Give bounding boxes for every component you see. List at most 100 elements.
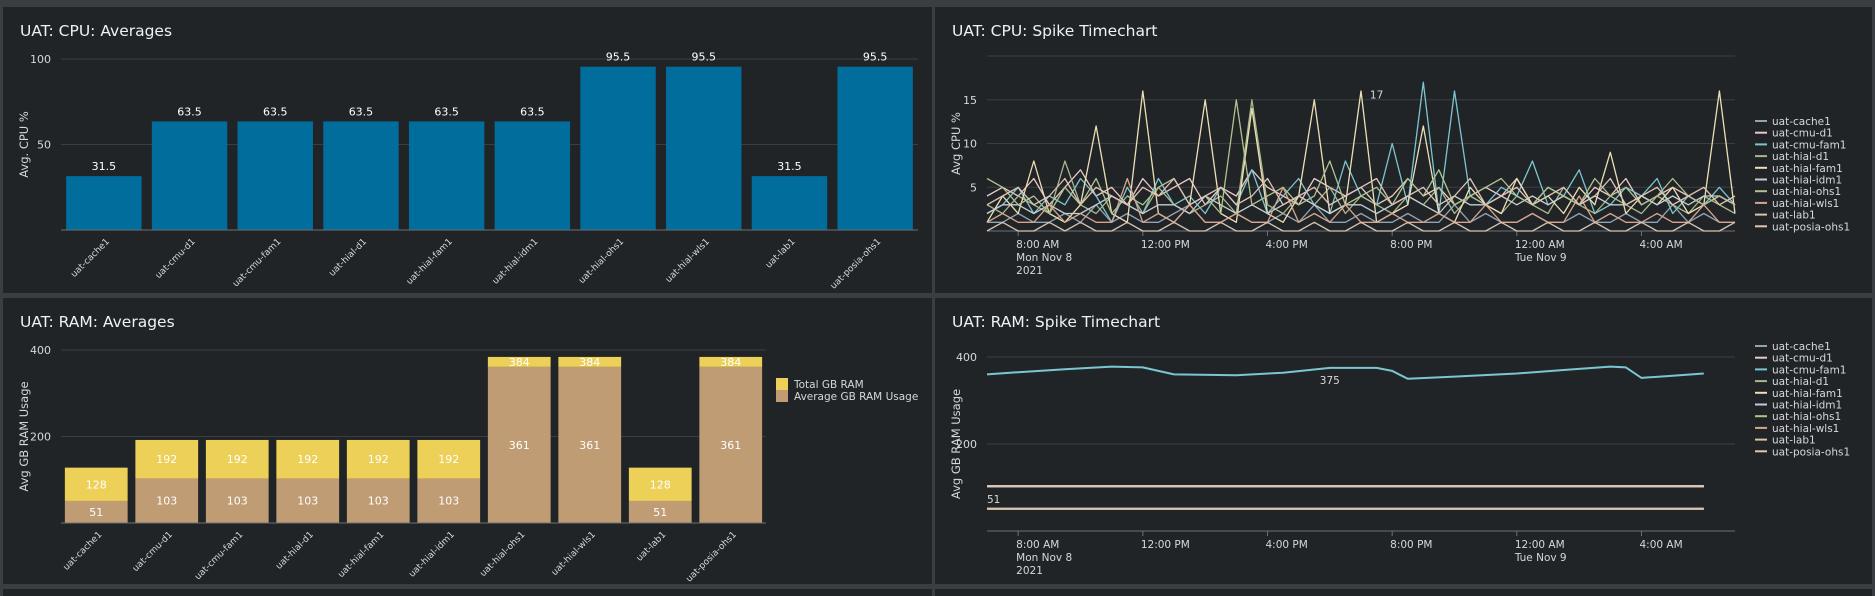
x-tick-label: uat-hial-d1	[274, 530, 316, 572]
x-tick-label: uat-lab1	[635, 530, 669, 564]
bar-value-label: 192	[297, 453, 318, 466]
x-tick-label: 12:00 PM	[1141, 239, 1190, 251]
series-line	[986, 99, 1736, 215]
bar-value-label: 103	[438, 495, 459, 508]
y-tick-label: 200	[956, 438, 977, 451]
y-axis-label: Avg GB RAM Usage	[17, 381, 31, 491]
bar-value-label: 128	[86, 478, 107, 491]
ram-avg-bar	[487, 366, 551, 523]
panel-partial-right	[935, 589, 1872, 596]
cpu-bar	[580, 66, 656, 230]
x-tick-label: 8:00 PM	[1390, 539, 1432, 551]
ram-averages-chart: 200 400 Avg GB RAM Usage 128 51 uat-cache1 192…	[17, 344, 918, 584]
legend-label: uat-posia-ohs1	[1772, 446, 1850, 458]
ram-avg-bar	[346, 478, 410, 523]
bar-value-label: 103	[227, 495, 248, 508]
bar-value-label: 31.5	[777, 160, 802, 173]
legend-label: uat-hial-wls1	[1772, 198, 1839, 210]
x-tick-label: Mon Nov 8	[1016, 252, 1072, 264]
bar-value-label: 63.5	[177, 105, 202, 118]
bar-value-label: 103	[156, 495, 177, 508]
annotation-label: 375	[1320, 375, 1340, 387]
bar-value-label: 63.5	[520, 105, 545, 118]
x-tick-label: uat-hial-fam1	[336, 530, 386, 580]
panel-title: UAT: RAM: Spike Timechart	[952, 313, 1161, 331]
x-tick-label: 12:00 AM	[1515, 239, 1565, 251]
legend-label: uat-lab1	[1772, 435, 1816, 447]
legend-label: uat-hial-idm1	[1772, 400, 1842, 412]
panel-title: UAT: RAM: Averages	[20, 313, 175, 331]
bar-value-label: 384	[720, 356, 741, 369]
ram-total-bar	[135, 439, 199, 479]
panel-ram-spike-timechart: UAT: RAM: Spike Timechart 200 400 Avg GB R…	[935, 298, 1872, 584]
ram-total-bar	[346, 439, 410, 479]
ram-avg-bar	[417, 478, 481, 523]
x-tick-label: 4:00 AM	[1640, 539, 1683, 551]
panel-cpu-spike-timechart: UAT: CPU: Spike Timechart 5 10 15 20 Avg CPU…	[935, 7, 1872, 293]
y-tick-label: 200	[30, 431, 51, 444]
x-tick-label: uat-cmu-d1	[131, 530, 175, 574]
series-line	[986, 177, 1736, 206]
cpu-bar	[494, 121, 571, 230]
ram-avg-bar	[628, 500, 692, 523]
ram-avg-bar	[205, 478, 269, 523]
x-tick-label: uat-hial-ohs1	[478, 530, 527, 579]
x-tick-label: uat-posia-ohs1	[829, 237, 883, 291]
bar-value-label: 361	[509, 439, 530, 452]
bar-value-label: 384	[509, 356, 530, 369]
panel-title: UAT: CPU: Averages	[20, 22, 173, 40]
legend-label: Average GB RAM Usage	[794, 391, 918, 403]
ram-total-bar	[276, 439, 340, 479]
bar-value-label: 63.5	[263, 105, 288, 118]
cpu-bar	[837, 66, 913, 230]
ram-total-bar	[558, 356, 622, 367]
ram-total-bar	[417, 439, 481, 479]
ram-avg-bar	[276, 478, 340, 523]
x-tick-label: 12:00 PM	[1141, 539, 1190, 551]
x-tick-label: uat-hial-idm1	[407, 530, 457, 580]
bar-value-label: 63.5	[434, 105, 459, 118]
x-tick-label: 2021	[1016, 565, 1043, 577]
cpu-bar	[323, 121, 399, 230]
x-tick-label: uat-cache1	[69, 237, 112, 280]
cpu-bar	[751, 176, 828, 230]
x-tick-label: uat-hial-fam1	[405, 237, 455, 287]
ram-total-bar	[699, 356, 763, 367]
cpu-bar	[151, 121, 228, 230]
bar-value-label: 384	[579, 356, 600, 369]
ram-avg-bar	[64, 500, 128, 523]
x-tick-label: 8:00 AM	[1016, 539, 1059, 551]
bar-value-label: 128	[650, 478, 671, 491]
x-tick-label: uat-posia-ohs1	[684, 530, 738, 584]
bar-value-label: 192	[156, 453, 177, 466]
panel-title: UAT: CPU: Spike Timechart	[952, 22, 1158, 40]
ram-avg-bar	[135, 478, 199, 523]
legend-swatch	[776, 390, 788, 402]
bar-value-label: 63.5	[349, 105, 374, 118]
y-axis-label: Avg GB RAM Usage	[949, 389, 963, 499]
x-tick-label: 12:00 AM	[1515, 539, 1565, 551]
y-tick-label: 15	[963, 94, 977, 107]
legend-label: uat-cmu-fam1	[1772, 139, 1846, 151]
legend-label: uat-hial-d1	[1772, 376, 1829, 388]
y-tick-label: 20	[963, 50, 977, 63]
series-line	[987, 204, 1735, 223]
series-line	[986, 365, 1704, 380]
y-tick-label: 100	[30, 53, 51, 66]
annotation-label: 51	[987, 494, 1000, 506]
x-tick-label: Tue Nov 9	[1514, 552, 1567, 564]
series-line	[986, 221, 1736, 232]
legend-label: uat-cmu-d1	[1772, 128, 1833, 140]
x-tick-label: uat-cache1	[62, 530, 105, 573]
legend-label: uat-cmu-d1	[1772, 353, 1833, 365]
x-tick-label: uat-hial-ohs1	[577, 237, 626, 286]
x-tick-label: uat-lab1	[764, 237, 798, 271]
y-tick-label: 400	[956, 351, 977, 364]
legend-label: uat-hial-fam1	[1772, 388, 1843, 400]
cpu-bar	[237, 121, 313, 230]
x-tick-label: Tue Nov 9	[1514, 252, 1567, 264]
y-axis-label: Avg CPU %	[949, 112, 963, 175]
ram-avg-bar	[699, 366, 763, 523]
bar-value-label: 51	[653, 506, 667, 519]
y-tick-label: 5	[970, 181, 977, 194]
